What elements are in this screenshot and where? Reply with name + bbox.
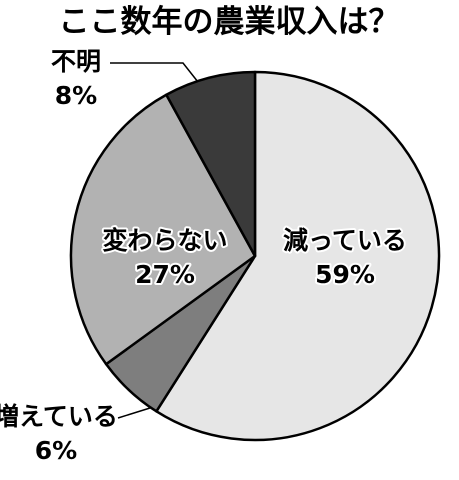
pie-slice bbox=[155, 70, 441, 442]
leader-lines bbox=[110, 62, 199, 419]
slice-label: 変わらない bbox=[102, 226, 227, 255]
leader-line bbox=[117, 407, 151, 419]
pie-slice bbox=[69, 93, 257, 366]
leader-line bbox=[110, 62, 199, 83]
pie-slice bbox=[165, 70, 257, 258]
slice-value-label: 59% bbox=[315, 260, 375, 289]
slice-label: 増えている bbox=[0, 402, 118, 431]
slice-labels: 減っている 59% 増えている 6% 変わらない 27% 不明 8% bbox=[0, 47, 409, 465]
slice-value-label: 27% bbox=[135, 260, 195, 289]
chart-title: ここ数年の農業収入は？ bbox=[59, 4, 400, 40]
slice-value-label: 8% bbox=[55, 81, 97, 110]
slice-value-label: 6% bbox=[35, 436, 77, 465]
slice-label: 減っている bbox=[283, 226, 407, 255]
pie-slices bbox=[69, 70, 441, 442]
slice-label: 不明 bbox=[51, 47, 101, 76]
